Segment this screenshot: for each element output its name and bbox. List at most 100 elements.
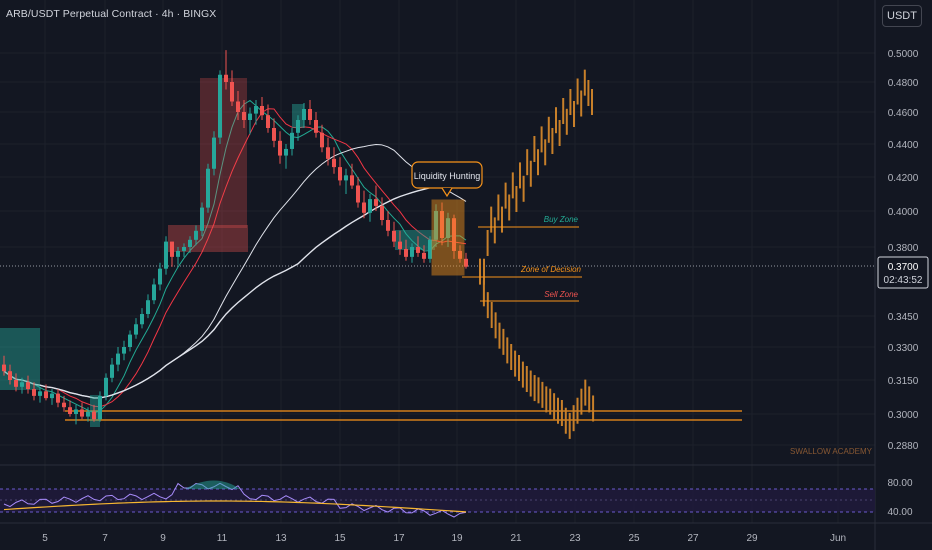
time-tick-label: 29 (746, 533, 758, 544)
time-tick-label: 9 (160, 533, 166, 544)
candle-body (86, 411, 90, 417)
time-tick-label: 27 (687, 533, 699, 544)
ma-white-line-2 (3, 181, 467, 399)
rsi-band (0, 488, 875, 513)
price-tick-label: 0.3000 (888, 410, 919, 421)
candle-body (56, 393, 60, 403)
candle-body (206, 168, 210, 208)
rsi-axis: 80.00 40.00 (887, 478, 912, 518)
price-axis[interactable]: 0.5000 0.4800 0.4600 0.4400 0.4200 0.4000 0.38… (888, 49, 919, 452)
price-tick-label: 0.4400 (888, 140, 919, 151)
candle-body (458, 250, 462, 259)
candle-body (50, 393, 54, 399)
time-tick-label: 21 (510, 533, 522, 544)
candle-body (242, 112, 246, 120)
chart-title: ARB/USDT Perpetual Contract · 4h · BINGX (6, 8, 217, 20)
candle-body (26, 382, 30, 390)
candle-body (302, 109, 306, 120)
candle-body (236, 101, 240, 112)
currency-button[interactable]: USDT (882, 5, 922, 27)
candle-body (62, 402, 66, 408)
time-tick-label: 11 (217, 533, 228, 544)
rsi-ma-line (3, 500, 467, 513)
candle-body (440, 211, 444, 238)
last-price-value: 0.3700 (888, 262, 919, 273)
candle-body (20, 382, 24, 387)
candle-body (224, 74, 228, 82)
candle-body (110, 364, 114, 378)
candle-body (80, 409, 84, 417)
price-tick-label: 0.4200 (888, 173, 919, 184)
candle-body (416, 247, 420, 253)
last-price-countdown: 02:43:52 (884, 275, 923, 286)
candle-body (200, 207, 204, 231)
candle-body (176, 250, 180, 257)
candle-body (92, 411, 96, 420)
sell-zone-label: Sell Zone (544, 290, 578, 299)
candle-body (230, 82, 234, 102)
candle-body (116, 353, 120, 365)
time-tick-label: 23 (569, 533, 581, 544)
candles (0, 50, 468, 427)
candle-body (380, 205, 384, 220)
watermark: SWALLOW ACADEMY (790, 447, 873, 456)
candle-body (428, 239, 432, 259)
candle-body (2, 364, 6, 372)
time-tick-label: 17 (393, 533, 405, 544)
time-tick-label: 15 (334, 533, 346, 544)
liquidity-box (431, 199, 465, 276)
candle-body (104, 377, 108, 396)
candle-body (170, 241, 174, 257)
candle-body (350, 175, 354, 186)
price-tick-label: 0.2880 (888, 441, 919, 452)
candle-body (368, 199, 372, 213)
rsi-overbought-fill (185, 480, 240, 489)
price-tick-label: 0.3150 (888, 376, 919, 387)
candle-body (326, 147, 330, 159)
candle-body (254, 106, 258, 114)
rsi-band-fill (0, 489, 875, 512)
candle-body (314, 120, 318, 133)
price-tick-label: 0.4000 (888, 207, 919, 218)
candle-body (452, 218, 456, 251)
candle-body (266, 115, 270, 128)
candle-body (338, 167, 342, 181)
time-tick-label: Jun (830, 533, 846, 544)
candle-body (374, 199, 378, 206)
candle-body (434, 211, 438, 240)
candle-body (332, 158, 336, 168)
candle-body (128, 334, 132, 347)
demand-box-4 (395, 230, 435, 250)
horizontal-levels (0, 265, 875, 421)
rsi-tick-label: 80.00 (887, 478, 912, 489)
buy-zone-label: Buy Zone (544, 215, 579, 224)
candle-body (356, 185, 360, 203)
candle-body (98, 395, 102, 420)
candle-body (398, 241, 402, 249)
candle-body (422, 252, 426, 259)
candle-body (212, 137, 216, 169)
candle-body (248, 113, 252, 120)
candle-body (38, 391, 42, 396)
candle-body (362, 202, 366, 213)
candle-body (140, 314, 144, 325)
candle-body (44, 391, 48, 399)
time-tick-label: 13 (275, 533, 287, 544)
candle-body (152, 284, 156, 301)
candle-body (260, 106, 264, 116)
candle-body (308, 109, 312, 120)
candle-body (32, 389, 36, 396)
ma-fast-line (3, 99, 467, 414)
candle-body (446, 218, 450, 238)
time-axis[interactable]: 5 7 9 11 13 15 17 19 21 23 25 27 29 Jun (42, 533, 846, 544)
candle-body (188, 239, 192, 247)
price-tick-label: 0.3300 (888, 343, 919, 354)
candle-body (272, 128, 276, 141)
projection-bars (479, 69, 595, 439)
time-tick-label: 25 (628, 533, 640, 544)
candle-body (296, 120, 300, 133)
time-tick-label: 5 (42, 533, 48, 544)
